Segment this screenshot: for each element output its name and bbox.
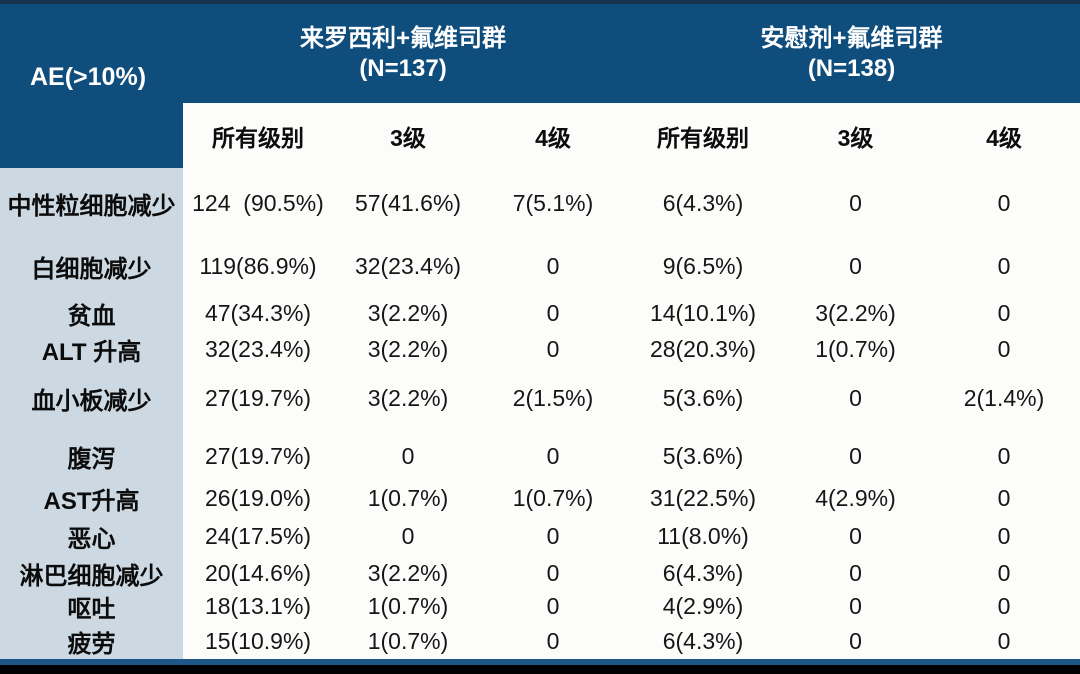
corner-header-label: AE(>10%)	[30, 62, 147, 91]
value-cell: 7(5.1%)	[483, 168, 623, 238]
value-cell: 0	[333, 430, 483, 482]
value-cell: 0	[783, 168, 928, 238]
value-cell: 11(8.0%)	[623, 515, 783, 557]
value-cell: 0	[928, 238, 1080, 294]
subheader-grade4-1: 4级	[483, 103, 623, 168]
value-cell: 0	[928, 332, 1080, 366]
value-cell: 3(2.2%)	[783, 294, 928, 332]
value-cell: 0	[928, 515, 1080, 557]
value-cell: 4(2.9%)	[623, 590, 783, 623]
value-cell: 1(0.7%)	[333, 623, 483, 659]
value-cell: 6(4.3%)	[623, 557, 783, 590]
value-cell: 1(0.7%)	[483, 482, 623, 515]
value-cell: 31(22.5%)	[623, 482, 783, 515]
value-cell: 2(1.4%)	[928, 366, 1080, 430]
value-cell: 0	[928, 294, 1080, 332]
value-cell: 0	[483, 332, 623, 366]
value-cell: 1(0.7%)	[783, 332, 928, 366]
value-cell: 27(19.7%)	[183, 366, 333, 430]
value-cell: 32(23.4%)	[183, 332, 333, 366]
value-cell: 0	[483, 623, 623, 659]
value-cell: 0	[928, 168, 1080, 238]
group-n: (N=138)	[807, 54, 896, 82]
value-cell: 32(23.4%)	[333, 238, 483, 294]
value-cell: 0	[783, 590, 928, 623]
corner-header: AE(>10%)	[0, 4, 183, 168]
value-cell: 2(1.5%)	[483, 366, 623, 430]
row-label: 白细胞减少	[0, 238, 183, 294]
value-cell: 0	[333, 515, 483, 557]
value-cell: 0	[928, 557, 1080, 590]
value-cell: 15(10.9%)	[183, 623, 333, 659]
value-cell: 119(86.9%)	[183, 238, 333, 294]
group-title: 安慰剂+氟维司群	[760, 24, 943, 52]
value-cell: 20(14.6%)	[183, 557, 333, 590]
value-cell: 124 (90.5%)	[183, 168, 333, 238]
value-cell: 57(41.6%)	[333, 168, 483, 238]
value-cell: 28(20.3%)	[623, 332, 783, 366]
row-label: 呕吐	[0, 590, 183, 623]
value-cell: 24(17.5%)	[183, 515, 333, 557]
value-cell: 0	[483, 515, 623, 557]
value-cell: 5(3.6%)	[623, 430, 783, 482]
row-label: 血小板减少	[0, 366, 183, 430]
value-cell: 0	[928, 623, 1080, 659]
group-n: (N=137)	[359, 54, 447, 82]
row-label: 恶心	[0, 515, 183, 557]
row-label: ALT 升高	[0, 332, 183, 366]
value-cell: 0	[483, 590, 623, 623]
value-cell: 0	[783, 430, 928, 482]
value-cell: 0	[928, 430, 1080, 482]
subheader-grade4-2: 4级	[928, 103, 1080, 168]
ae-table: AE(>10%) 来罗西利+氟维司群 (N=137) 安慰剂+氟维司群 (N=1…	[0, 4, 1080, 659]
value-cell: 47(34.3%)	[183, 294, 333, 332]
value-cell: 4(2.9%)	[783, 482, 928, 515]
group-header-placebo-fulvestrant: 安慰剂+氟维司群 (N=138)	[623, 4, 1080, 103]
subheader-all-grades-1: 所有级别	[183, 103, 333, 168]
value-cell: 5(3.6%)	[623, 366, 783, 430]
value-cell: 0	[783, 238, 928, 294]
subheader-grade3-2: 3级	[783, 103, 928, 168]
bottom-accent-line	[0, 659, 1080, 665]
value-cell: 1(0.7%)	[333, 482, 483, 515]
value-cell: 3(2.2%)	[333, 332, 483, 366]
row-label: 中性粒细胞减少	[0, 168, 183, 238]
subheader-all-grades-2: 所有级别	[623, 103, 783, 168]
group-header-letrociclib-fulvestrant: 来罗西利+氟维司群 (N=137)	[183, 4, 623, 103]
top-strip	[0, 0, 1080, 4]
value-cell: 1(0.7%)	[333, 590, 483, 623]
value-cell: 9(6.5%)	[623, 238, 783, 294]
row-label: 疲劳	[0, 623, 183, 659]
value-cell: 18(13.1%)	[183, 590, 333, 623]
value-cell: 0	[483, 238, 623, 294]
value-cell: 27(19.7%)	[183, 430, 333, 482]
row-label: AST升高	[0, 482, 183, 515]
value-cell: 0	[928, 482, 1080, 515]
value-cell: 0	[483, 294, 623, 332]
value-cell: 26(19.0%)	[183, 482, 333, 515]
bottom-black-bar	[0, 665, 1080, 674]
value-cell: 14(10.1%)	[623, 294, 783, 332]
value-cell: 0	[483, 430, 623, 482]
value-cell: 0	[928, 590, 1080, 623]
row-label: 淋巴细胞减少	[0, 557, 183, 590]
value-cell: 0	[783, 366, 928, 430]
value-cell: 3(2.2%)	[333, 557, 483, 590]
value-cell: 0	[483, 557, 623, 590]
group-title: 来罗西利+氟维司群	[299, 24, 506, 52]
value-cell: 3(2.2%)	[333, 366, 483, 430]
value-cell: 0	[783, 557, 928, 590]
value-cell: 6(4.3%)	[623, 623, 783, 659]
value-cell: 3(2.2%)	[333, 294, 483, 332]
row-label: 腹泻	[0, 430, 183, 482]
value-cell: 0	[783, 623, 928, 659]
value-cell: 0	[783, 515, 928, 557]
value-cell: 6(4.3%)	[623, 168, 783, 238]
row-label: 贫血	[0, 294, 183, 332]
subheader-grade3-1: 3级	[333, 103, 483, 168]
